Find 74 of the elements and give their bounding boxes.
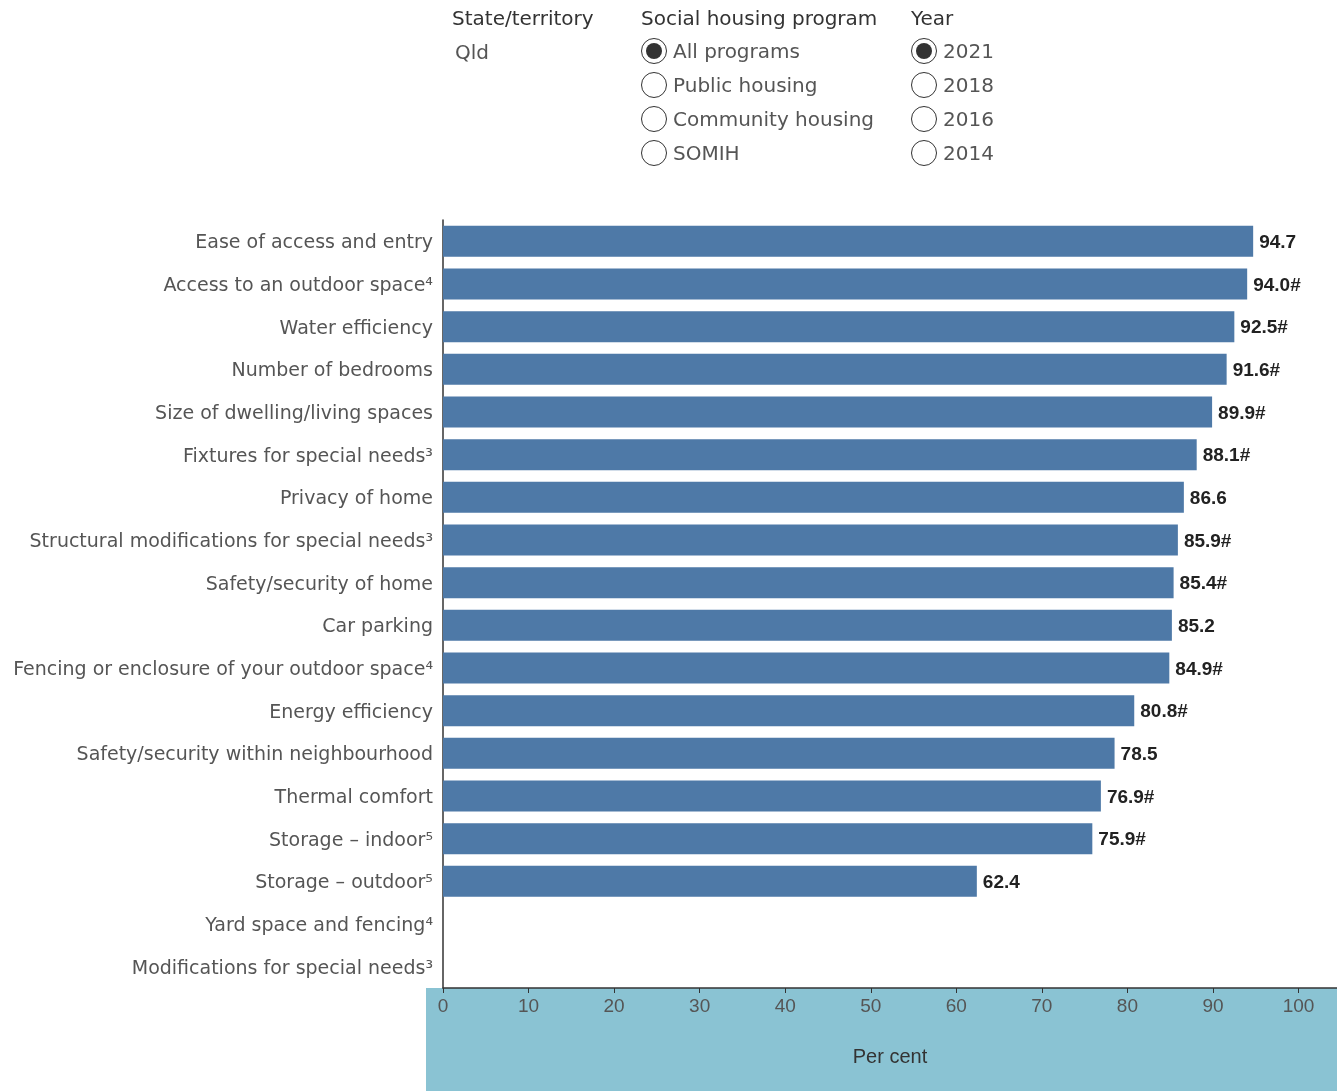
data-label: 94.7 bbox=[1259, 230, 1297, 252]
bar bbox=[443, 567, 1174, 599]
text: 2018 bbox=[943, 73, 994, 97]
data-label: 75.9# bbox=[1098, 828, 1147, 850]
data-label: 86.6 bbox=[1189, 486, 1227, 508]
data-label: 85.4# bbox=[1179, 572, 1228, 594]
data-label: 80.8# bbox=[1140, 700, 1189, 722]
data-label: 85.2 bbox=[1177, 614, 1215, 636]
text: Community housing bbox=[673, 107, 875, 131]
x-tick-label: 0 bbox=[437, 995, 449, 1016]
bar bbox=[443, 695, 1135, 727]
bar bbox=[443, 396, 1213, 428]
y-tick-label: Storage – outdoor⁵ bbox=[255, 870, 433, 893]
y-tick-label: Modifications for special needs³ bbox=[131, 955, 433, 978]
y-tick-label: Fixtures for special needs³ bbox=[182, 443, 433, 466]
x-tick-label: 20 bbox=[603, 995, 625, 1016]
data-label: 94.0# bbox=[1253, 273, 1302, 295]
bar bbox=[443, 865, 977, 897]
data-label: 89.9# bbox=[1218, 401, 1267, 423]
data-label: 92.5# bbox=[1240, 316, 1289, 338]
text: SOMIH bbox=[673, 141, 740, 165]
data-label: 78.5 bbox=[1120, 742, 1158, 764]
x-tick-label: 100 bbox=[1282, 995, 1315, 1016]
y-tick-label: Car parking bbox=[322, 614, 433, 637]
data-label: 76.9# bbox=[1106, 785, 1155, 807]
y-tick-label: Thermal comfort bbox=[273, 785, 433, 807]
x-tick-label: 80 bbox=[1116, 995, 1138, 1016]
data-label: 62.4 bbox=[982, 870, 1021, 892]
text: State/territory bbox=[452, 6, 594, 30]
data-label: 91.6# bbox=[1232, 358, 1281, 380]
y-tick-label: Safety/security within neighbourhood bbox=[76, 742, 433, 765]
bar bbox=[443, 225, 1254, 257]
bar bbox=[443, 737, 1115, 769]
text: Qld bbox=[455, 40, 489, 64]
bar bbox=[443, 780, 1101, 812]
bar bbox=[443, 268, 1248, 300]
text: 2021 bbox=[943, 39, 994, 63]
x-tick-label: 10 bbox=[517, 995, 540, 1016]
bar bbox=[443, 353, 1227, 385]
y-tick-label: Privacy of home bbox=[279, 486, 433, 509]
bar bbox=[443, 524, 1178, 556]
text: Social housing program bbox=[641, 6, 878, 30]
text: All programs bbox=[673, 39, 800, 63]
bar bbox=[443, 311, 1235, 343]
x-tick-label: 90 bbox=[1202, 995, 1224, 1016]
x-tick-label: 30 bbox=[689, 995, 711, 1016]
text: 2016 bbox=[943, 107, 994, 131]
text: 2014 bbox=[943, 141, 994, 165]
y-tick-label: Safety/security of home bbox=[205, 571, 433, 594]
y-tick-label: Water efficiency bbox=[279, 315, 433, 338]
text: Year bbox=[911, 6, 954, 30]
data-label: 88.1# bbox=[1202, 444, 1251, 466]
text: Public housing bbox=[673, 73, 818, 97]
x-tick-label: 40 bbox=[774, 995, 796, 1016]
bar bbox=[443, 481, 1184, 513]
y-tick-label: Access to an outdoor space⁴ bbox=[163, 273, 434, 295]
y-tick-label: Number of bedrooms bbox=[231, 358, 433, 381]
y-tick-label: Storage – indoor⁵ bbox=[269, 827, 433, 850]
bar bbox=[443, 652, 1170, 684]
y-tick-label: Size of dwelling/living spaces bbox=[155, 401, 433, 423]
x-tick-label: 50 bbox=[860, 995, 882, 1016]
y-tick-label: Structural modifications for special needs³ bbox=[29, 529, 433, 551]
x-tick-label: 60 bbox=[945, 995, 967, 1016]
x-tick-label: 70 bbox=[1031, 995, 1053, 1016]
y-tick-label: Energy efficiency bbox=[269, 699, 433, 722]
bar bbox=[443, 823, 1093, 855]
y-tick-label: Ease of access and entry bbox=[195, 230, 433, 253]
y-tick-label: Yard space and fencing⁴ bbox=[204, 913, 434, 935]
bar bbox=[443, 439, 1197, 471]
data-label: 85.9# bbox=[1183, 529, 1232, 551]
y-tick-label: Fencing or enclosure of your outdoor space⁴ bbox=[13, 657, 434, 679]
data-label: 84.9# bbox=[1175, 657, 1224, 679]
x-axis-title: Per cent bbox=[852, 1045, 928, 1067]
bar bbox=[443, 609, 1172, 641]
